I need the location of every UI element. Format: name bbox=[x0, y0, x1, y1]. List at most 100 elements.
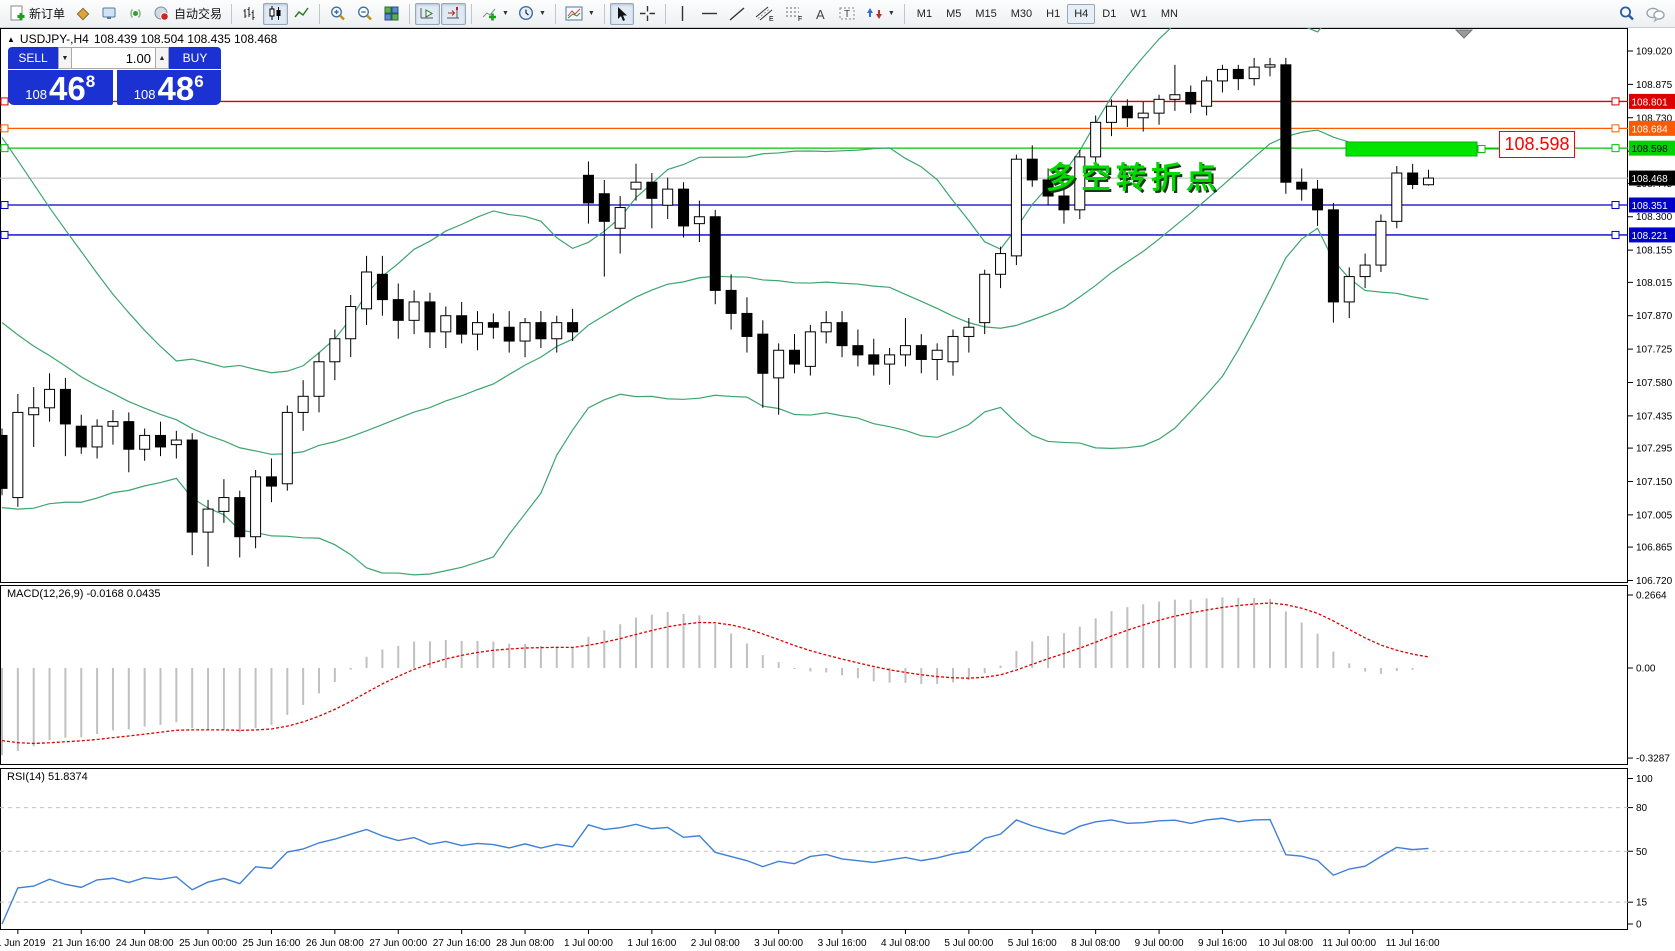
sell-price-pip: 8 bbox=[85, 72, 96, 91]
timeframe-H4[interactable]: H4 bbox=[1067, 3, 1096, 24]
templates-button[interactable]: ▼ bbox=[561, 3, 599, 25]
horizontal-line-tool[interactable] bbox=[696, 3, 723, 25]
buy-button[interactable]: BUY bbox=[169, 47, 221, 69]
toolbar-separator bbox=[664, 3, 666, 24]
buy-price[interactable]: 108 48 6 bbox=[116, 70, 221, 105]
timeframe-M1[interactable]: M1 bbox=[916, 7, 933, 20]
svg-text:0.00: 0.00 bbox=[1636, 664, 1656, 675]
svg-text:106.865: 106.865 bbox=[1636, 543, 1673, 554]
auto-scroll-button[interactable] bbox=[415, 2, 441, 25]
sell-price-main: 46 bbox=[49, 69, 86, 107]
timeframe-MN[interactable]: MN bbox=[1160, 7, 1178, 20]
svg-text:5 Jul 16:00: 5 Jul 16:00 bbox=[1008, 938, 1057, 949]
search-button[interactable] bbox=[1614, 3, 1640, 25]
svg-text:1 Jul 00:00: 1 Jul 00:00 bbox=[564, 938, 613, 949]
periods-button[interactable]: ▼ bbox=[514, 3, 550, 25]
crosshair-tool-button[interactable] bbox=[635, 3, 660, 25]
equidistant-channel-tool[interactable]: E bbox=[751, 3, 779, 25]
svg-text:107.870: 107.870 bbox=[1636, 311, 1673, 322]
supply-zone-box[interactable] bbox=[1345, 141, 1478, 157]
volume-input[interactable]: 1.00 bbox=[72, 47, 155, 69]
svg-text:108.468: 108.468 bbox=[1632, 174, 1669, 185]
line-chart-icon bbox=[294, 7, 309, 18]
buy-price-pip: 6 bbox=[194, 72, 204, 91]
toolbar-separator bbox=[231, 3, 233, 24]
macd-panel[interactable] bbox=[1, 597, 1430, 756]
timeframe-M15[interactable]: M15 bbox=[975, 7, 997, 20]
line-chart-button[interactable] bbox=[289, 3, 314, 25]
bar-chart-icon bbox=[243, 7, 255, 20]
market-depth-button[interactable] bbox=[97, 3, 122, 25]
svg-text:15: 15 bbox=[1636, 898, 1648, 909]
svg-text:106.720: 106.720 bbox=[1636, 576, 1673, 587]
main-chart-layer[interactable] bbox=[0, 0, 1628, 576]
zoom-out-icon bbox=[358, 6, 372, 20]
new-order-button[interactable]: 新订单 bbox=[5, 3, 69, 25]
svg-text:108.598: 108.598 bbox=[1632, 144, 1669, 155]
text-label-tool[interactable]: T bbox=[834, 3, 861, 25]
volume-down-button[interactable]: ▼ bbox=[58, 47, 72, 69]
vertical-line-tool[interactable] bbox=[671, 3, 695, 25]
bar-chart-button[interactable] bbox=[237, 3, 262, 25]
turning-point-annotation[interactable]: 多空转折点 bbox=[1046, 162, 1221, 195]
tile-windows-icon bbox=[384, 6, 399, 21]
timeframe-group: M1 M5 M15 M30 H1 H4 D1 W1 MN bbox=[910, 3, 1185, 24]
brush-icon bbox=[76, 7, 90, 21]
fibonacci-tool[interactable]: F bbox=[780, 3, 808, 25]
timeframe-M30[interactable]: M30 bbox=[1010, 7, 1033, 20]
svg-text:9 Jul 00:00: 9 Jul 00:00 bbox=[1135, 938, 1184, 949]
chart-shift-button[interactable] bbox=[441, 2, 467, 25]
arrows-tool[interactable]: ▼ bbox=[862, 3, 899, 25]
zoom-in-button[interactable] bbox=[325, 3, 351, 25]
time-axis[interactable]: 21 Jun 2019 21 Jun 16:00 24 Jun 08:00 25 Ju… bbox=[0, 930, 1440, 949]
timeframe-H1[interactable]: H1 bbox=[1046, 7, 1061, 20]
price-axis[interactable]: 109.020108.875108.730108.585108.445108.3… bbox=[1628, 47, 1675, 931]
svg-text:E: E bbox=[769, 16, 774, 22]
chat-icon bbox=[1646, 7, 1665, 22]
auto-trading-button[interactable]: 自动交易 bbox=[149, 3, 226, 25]
svg-text:107.435: 107.435 bbox=[1636, 411, 1673, 422]
rsi-indicator-label: RSI(14) 51.8374 bbox=[7, 771, 88, 783]
indicators-plus-icon bbox=[482, 8, 497, 21]
zoom-out-button[interactable] bbox=[352, 3, 378, 25]
fibonacci-icon: F bbox=[785, 7, 802, 22]
indicators-button[interactable]: ▼ bbox=[477, 3, 513, 25]
svg-text:25 Jun 00:00: 25 Jun 00:00 bbox=[179, 938, 237, 949]
tile-windows-button[interactable] bbox=[379, 3, 404, 25]
new-order-label: 新订单 bbox=[29, 7, 66, 21]
svg-text:108.351: 108.351 bbox=[1632, 201, 1669, 212]
chart-title: ▲ USDJPY-,H4 108.439 108.504 108.435 108… bbox=[7, 32, 277, 46]
svg-text:3 Jul 16:00: 3 Jul 16:00 bbox=[818, 938, 867, 949]
svg-text:108.155: 108.155 bbox=[1636, 246, 1673, 257]
svg-text:28 Jun 08:00: 28 Jun 08:00 bbox=[496, 938, 554, 949]
candles-layer[interactable] bbox=[0, 57, 1434, 567]
text-tool[interactable]: A bbox=[809, 3, 833, 25]
rsi-panel[interactable] bbox=[0, 807, 1628, 925]
zoom-in-icon bbox=[331, 6, 345, 20]
sell-button[interactable]: SELL bbox=[8, 47, 58, 69]
svg-text:1 Jul 16:00: 1 Jul 16:00 bbox=[627, 938, 676, 949]
signals-button[interactable] bbox=[123, 3, 148, 25]
chevron-down-icon: ▼ bbox=[502, 10, 509, 17]
candle-chart-button[interactable] bbox=[263, 2, 289, 25]
price-callout-label[interactable]: 108.598 bbox=[1499, 131, 1575, 158]
timeframe-M5[interactable]: M5 bbox=[946, 7, 962, 20]
trendline-tool[interactable] bbox=[724, 3, 750, 25]
styler-button[interactable] bbox=[70, 3, 96, 25]
scroll-marker-icon[interactable] bbox=[1454, 29, 1474, 39]
svg-text:27 Jun 16:00: 27 Jun 16:00 bbox=[433, 938, 491, 949]
volume-up-button[interactable]: ▲ bbox=[155, 47, 169, 69]
svg-text:80: 80 bbox=[1636, 803, 1648, 814]
svg-text:5 Jul 00:00: 5 Jul 00:00 bbox=[944, 938, 993, 949]
timeframe-D1[interactable]: D1 bbox=[1102, 7, 1117, 20]
timeframe-W1[interactable]: W1 bbox=[1130, 7, 1147, 20]
auto-scroll-icon bbox=[420, 8, 434, 19]
cursor-tool-button[interactable] bbox=[609, 2, 634, 25]
sell-price[interactable]: 108 46 8 bbox=[8, 70, 113, 105]
toolbar-separator bbox=[903, 3, 905, 24]
chat-button[interactable] bbox=[1641, 3, 1670, 25]
collapse-triangle-icon[interactable]: ▲ bbox=[7, 34, 15, 44]
svg-text:T: T bbox=[844, 9, 850, 20]
